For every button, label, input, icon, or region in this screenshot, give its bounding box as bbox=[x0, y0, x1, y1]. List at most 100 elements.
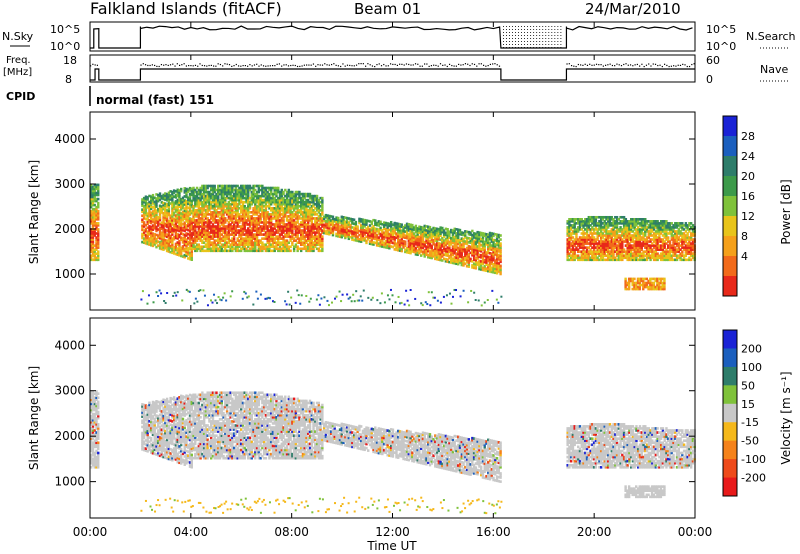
radar-cell bbox=[598, 254, 601, 258]
radar-cell bbox=[585, 224, 589, 227]
radar-cell bbox=[234, 211, 238, 214]
radar-cell bbox=[261, 229, 264, 232]
radar-cell bbox=[183, 229, 186, 233]
radar-cell bbox=[296, 237, 299, 240]
radar-cell bbox=[628, 252, 631, 256]
radar-cell bbox=[367, 235, 370, 239]
radar-cell bbox=[285, 204, 289, 208]
radar-cell bbox=[202, 186, 206, 190]
radar-cell bbox=[629, 246, 633, 249]
radar-cell bbox=[162, 207, 165, 211]
radar-cell bbox=[499, 272, 502, 276]
nave-point bbox=[142, 63, 144, 65]
radar-cell bbox=[601, 254, 605, 258]
radar-cell bbox=[608, 218, 612, 221]
radar-cell bbox=[284, 239, 287, 242]
radar-cell bbox=[374, 237, 377, 241]
radar-cell bbox=[425, 247, 428, 250]
radar-cell bbox=[326, 224, 329, 228]
radar-cell bbox=[587, 242, 591, 245]
radar-cell bbox=[148, 227, 151, 230]
radar-cell bbox=[261, 209, 264, 212]
radar-cell bbox=[179, 204, 183, 207]
radar-cell bbox=[308, 202, 312, 206]
radar-cell bbox=[181, 255, 185, 258]
radar-cell bbox=[273, 202, 276, 206]
radar-cell bbox=[305, 227, 308, 230]
radar-cell bbox=[227, 239, 231, 242]
radar-cell bbox=[598, 244, 601, 247]
radar-cell bbox=[224, 231, 227, 234]
radar-cell bbox=[605, 238, 608, 241]
radar-cell bbox=[255, 194, 259, 198]
nave-point bbox=[625, 63, 627, 65]
radar-cell bbox=[257, 188, 261, 192]
radar-cell bbox=[298, 204, 301, 208]
radar-cell bbox=[446, 230, 449, 233]
radar-cell bbox=[238, 202, 241, 206]
radar-cell bbox=[299, 225, 303, 228]
radar-cell bbox=[146, 196, 149, 199]
radar-cell bbox=[439, 250, 442, 254]
radar-cell bbox=[148, 214, 151, 218]
radar-cell bbox=[319, 245, 322, 249]
nave-point bbox=[156, 65, 158, 67]
radar-cell bbox=[194, 211, 197, 214]
radar-cell bbox=[379, 220, 382, 224]
radar-cell bbox=[321, 204, 324, 208]
radar-cell bbox=[239, 194, 243, 198]
radar-cell bbox=[497, 266, 501, 269]
nave-point bbox=[487, 64, 489, 67]
nave-point bbox=[482, 64, 485, 66]
radar-cell bbox=[220, 243, 223, 247]
radar-cell bbox=[262, 192, 266, 196]
radar-cell bbox=[400, 249, 403, 253]
radar-cell bbox=[257, 211, 261, 214]
radar-cell bbox=[190, 232, 193, 235]
radar-cell bbox=[259, 215, 262, 218]
radar-cell bbox=[605, 224, 608, 227]
radar-cell bbox=[158, 222, 162, 226]
radar-cell bbox=[631, 240, 635, 243]
radar-cell bbox=[412, 232, 416, 235]
radar-cell bbox=[368, 232, 372, 235]
radar-cell bbox=[264, 245, 268, 249]
radar-cell bbox=[490, 262, 493, 266]
radar-cell bbox=[610, 228, 613, 231]
radar-cell bbox=[211, 219, 215, 222]
radar-cell bbox=[208, 192, 211, 196]
radar-cell bbox=[599, 215, 603, 219]
radar-cell bbox=[465, 236, 469, 240]
radar-cell bbox=[195, 249, 199, 253]
radar-cell bbox=[259, 245, 262, 249]
radar-cell bbox=[571, 246, 575, 249]
radar-cell bbox=[409, 251, 412, 255]
radar-cell bbox=[296, 221, 299, 224]
radar-cell bbox=[628, 258, 631, 262]
radar-cell bbox=[202, 223, 206, 226]
radar-cell bbox=[160, 221, 163, 224]
radar-cell bbox=[91, 244, 95, 247]
freq-panel: Freq. [MHz] 18 8 60 0 Nave bbox=[3, 54, 790, 86]
radar-cell bbox=[197, 204, 201, 208]
radar-cell bbox=[146, 232, 149, 236]
radar-cell bbox=[179, 187, 183, 191]
radar-cell bbox=[266, 190, 269, 194]
radar-cell bbox=[220, 237, 223, 240]
nave-point bbox=[374, 65, 376, 68]
radar-cell bbox=[587, 222, 591, 225]
radar-cell bbox=[478, 267, 481, 271]
radar-cell bbox=[361, 230, 365, 234]
radar-cell bbox=[222, 243, 225, 247]
radar-cell bbox=[308, 235, 312, 238]
radar-cell bbox=[631, 252, 635, 256]
radar-cell bbox=[289, 235, 292, 238]
radar-cell bbox=[167, 240, 171, 243]
radar-cell bbox=[430, 244, 433, 248]
radar-cell bbox=[457, 252, 460, 256]
radar-cell bbox=[250, 202, 253, 206]
nave-point bbox=[285, 64, 287, 66]
radar-cell bbox=[610, 222, 613, 225]
radar-cell bbox=[631, 220, 635, 223]
